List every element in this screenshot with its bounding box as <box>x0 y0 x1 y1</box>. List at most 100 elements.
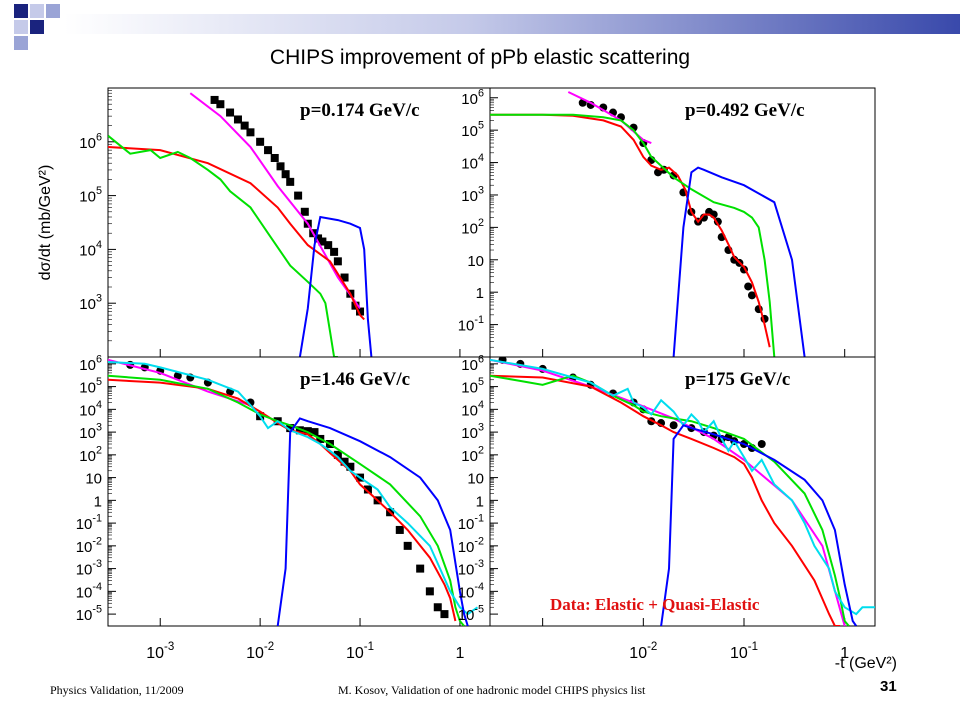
svg-text:105: 105 <box>79 185 102 206</box>
y-tick-label: 103 <box>79 293 102 314</box>
x-tick-label: 10-2 <box>629 641 657 662</box>
data-point <box>346 462 355 471</box>
y-tick-label: 104 <box>79 239 102 260</box>
svg-text:106: 106 <box>79 131 102 152</box>
svg-text:10: 10 <box>85 471 102 488</box>
data-point <box>233 115 242 124</box>
corner-logo <box>14 0 74 50</box>
model-curve <box>108 378 457 622</box>
model-curve <box>660 424 858 626</box>
data-point <box>757 439 766 448</box>
y-tick-label: 104 <box>461 399 484 420</box>
svg-text:10-1: 10-1 <box>730 641 758 662</box>
y-tick-label: 106 <box>461 353 484 374</box>
data-point <box>226 108 235 117</box>
data-point <box>286 177 295 186</box>
svg-text:10-2: 10-2 <box>458 535 484 556</box>
y-tick-label: 10-3 <box>76 558 102 579</box>
svg-text:10-1: 10-1 <box>458 513 484 534</box>
footer-left: Physics Validation, 11/2009 <box>50 683 184 697</box>
svg-text:10-5: 10-5 <box>458 604 484 625</box>
footer-center: M. Kosov, Validation of one hadronic mod… <box>338 683 646 697</box>
svg-text:10-3: 10-3 <box>458 558 484 579</box>
data-point <box>403 541 412 550</box>
data-point <box>356 307 365 316</box>
y-tick-label: 105 <box>461 120 484 141</box>
y-tick-label: 103 <box>461 184 484 205</box>
x-tick-label: 1 <box>840 645 849 662</box>
svg-text:10: 10 <box>467 253 484 270</box>
y-tick-label: 10 <box>85 471 102 488</box>
y-tick-label: 10-4 <box>76 581 102 602</box>
data-point <box>173 371 182 380</box>
y-tick-label: 104 <box>79 399 102 420</box>
y-tick-label: 105 <box>79 185 102 206</box>
svg-text:106: 106 <box>461 353 484 374</box>
svg-text:10-2: 10-2 <box>246 641 274 662</box>
y-tick-label: 102 <box>461 444 484 465</box>
data-point <box>440 610 449 619</box>
data-point <box>210 95 219 104</box>
data-point <box>286 424 295 433</box>
model-curve <box>189 92 361 309</box>
data-point <box>340 273 349 282</box>
svg-text:10-3: 10-3 <box>146 641 174 662</box>
svg-text:10-4: 10-4 <box>76 581 102 602</box>
model-curve <box>108 134 338 357</box>
annotation: Data: Elastic + Quasi-Elastic <box>550 595 760 614</box>
data-point <box>300 207 309 216</box>
model-curve <box>490 113 771 348</box>
data-point <box>216 100 225 109</box>
data-point <box>310 428 319 437</box>
y-tick-label: 106 <box>79 353 102 374</box>
x-tick-label: 10-1 <box>346 641 374 662</box>
data-point <box>264 146 273 155</box>
panel-bottom-right: 10610510410310210110-110-210-310-410-510… <box>458 353 897 672</box>
y-tick-label: 10 <box>467 253 484 270</box>
panel-top-left: 106 105 104 103 p=0.174 GeV/c dσ/dt (mb/GeV²) <box>37 87 491 358</box>
panel-title: p=0.492 GeV/c <box>685 100 805 121</box>
svg-text:105: 105 <box>461 120 484 141</box>
y-tick-label: 10-2 <box>76 535 102 556</box>
model-curve <box>490 113 776 357</box>
model-curve <box>672 166 806 357</box>
y-tick-label: 10-1 <box>76 513 102 534</box>
data-point <box>256 137 265 146</box>
panel-bottom-left: 10610510410310210110-110-210-310-410-510… <box>76 353 491 662</box>
svg-text:10-5: 10-5 <box>76 604 102 625</box>
header-gradient-bar <box>64 14 960 34</box>
y-tick-label: 10-5 <box>76 604 102 625</box>
data-point <box>270 153 279 162</box>
svg-text:10-1: 10-1 <box>458 314 484 335</box>
x-tick-label: 10-3 <box>146 641 174 662</box>
svg-text:10: 10 <box>467 471 484 488</box>
data-point <box>395 525 404 534</box>
data-point <box>425 587 434 596</box>
svg-text:103: 103 <box>79 422 102 443</box>
slide-title: CHIPS improvement of pPb elastic scatter… <box>269 46 691 69</box>
panel-frame <box>107 87 491 358</box>
plot-area <box>490 91 806 357</box>
model-curve <box>298 215 373 357</box>
y-tick-label: 102 <box>461 217 484 238</box>
data-point <box>416 564 425 573</box>
svg-text:10-4: 10-4 <box>458 581 484 602</box>
y-tick-label: 106 <box>79 131 102 152</box>
panel-title: p=0.174 GeV/c <box>300 100 420 121</box>
data-point <box>363 485 372 494</box>
svg-text:105: 105 <box>461 376 484 397</box>
svg-text:102: 102 <box>79 444 102 465</box>
model-curve <box>490 374 841 626</box>
y-tick-label: 10-1 <box>458 314 484 335</box>
y-tick-label: 10-2 <box>458 535 484 556</box>
x-tick-label: 10-1 <box>730 641 758 662</box>
x-axis-label: -t (GeV²) <box>835 655 897 672</box>
y-tick-label: 104 <box>461 152 484 173</box>
data-point <box>318 237 327 246</box>
data-point <box>669 421 678 430</box>
y-tick-label: 103 <box>461 422 484 443</box>
svg-text:1: 1 <box>476 493 484 510</box>
data-point <box>276 162 285 171</box>
svg-text:106: 106 <box>79 353 102 374</box>
